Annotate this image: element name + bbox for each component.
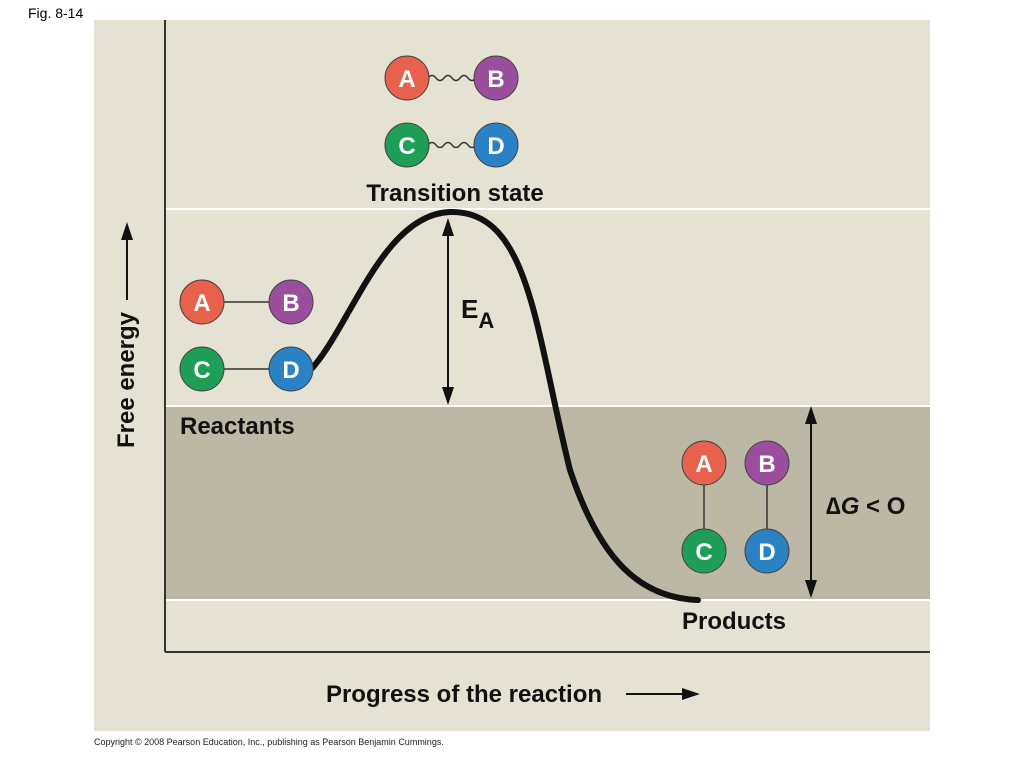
- atom-a-transition: [384, 55, 430, 101]
- x-axis-arrow-head: [682, 688, 700, 700]
- y-axis-arrow-head: [121, 222, 133, 240]
- copyright-notice: Copyright © 2008 Pearson Education, Inc.…: [94, 737, 444, 747]
- atom-b-reactant-label: B: [282, 290, 299, 317]
- atom-a-transition-label: A: [398, 66, 415, 93]
- product-molecules: A B C D: [681, 440, 790, 574]
- atom-c-transition-label: C: [398, 133, 415, 160]
- atom-c-product: [681, 528, 727, 574]
- atom-d-transition-label: D: [487, 133, 504, 160]
- activation-arrow-head-bottom: [442, 387, 454, 405]
- atom-c-transition: [384, 122, 430, 168]
- atom-b-transition-label: B: [487, 66, 504, 93]
- transition-state-molecules: A B C D: [384, 55, 519, 168]
- y-axis-label: Free energy: [113, 311, 140, 448]
- atom-a-product-label: A: [695, 451, 712, 478]
- reactants-label: Reactants: [180, 413, 295, 440]
- delta-g-band: [165, 406, 930, 599]
- products-label: Products: [682, 608, 786, 635]
- atom-c-reactant-label: C: [193, 357, 210, 384]
- energy-curve: [284, 208, 701, 603]
- atom-d-product-label: D: [758, 539, 775, 566]
- x-axis-label: Progress of the reaction: [326, 681, 602, 708]
- delta-g-arrow-head-top: [805, 406, 817, 424]
- wavy-bond-ab: [427, 74, 477, 82]
- delta-g-label: ∆G < O: [826, 493, 905, 520]
- atom-c-reactant: [179, 346, 225, 392]
- figure-label: Fig. 8-14: [28, 5, 84, 21]
- atom-d-product: [744, 528, 790, 574]
- activation-energy-label: EA: [461, 294, 494, 333]
- atom-d-reactant: [268, 346, 314, 392]
- atom-a-product: [681, 440, 727, 486]
- delta-g-arrow-head-bottom: [805, 580, 817, 598]
- atom-a-reactant: [179, 279, 225, 325]
- atom-b-reactant: [268, 279, 314, 325]
- atom-c-product-label: C: [695, 539, 712, 566]
- atom-b-product-label: B: [758, 451, 775, 478]
- wavy-bond-cd: [427, 141, 477, 149]
- atom-b-product: [744, 440, 790, 486]
- reactant-molecules: A B C D: [179, 279, 314, 392]
- atom-a-reactant-label: A: [193, 290, 210, 317]
- transition-state-label: Transition state: [366, 180, 543, 207]
- atom-b-transition: [473, 55, 519, 101]
- atom-d-reactant-label: D: [282, 357, 299, 384]
- activation-arrow-head-top: [442, 218, 454, 236]
- atom-d-transition: [473, 122, 519, 168]
